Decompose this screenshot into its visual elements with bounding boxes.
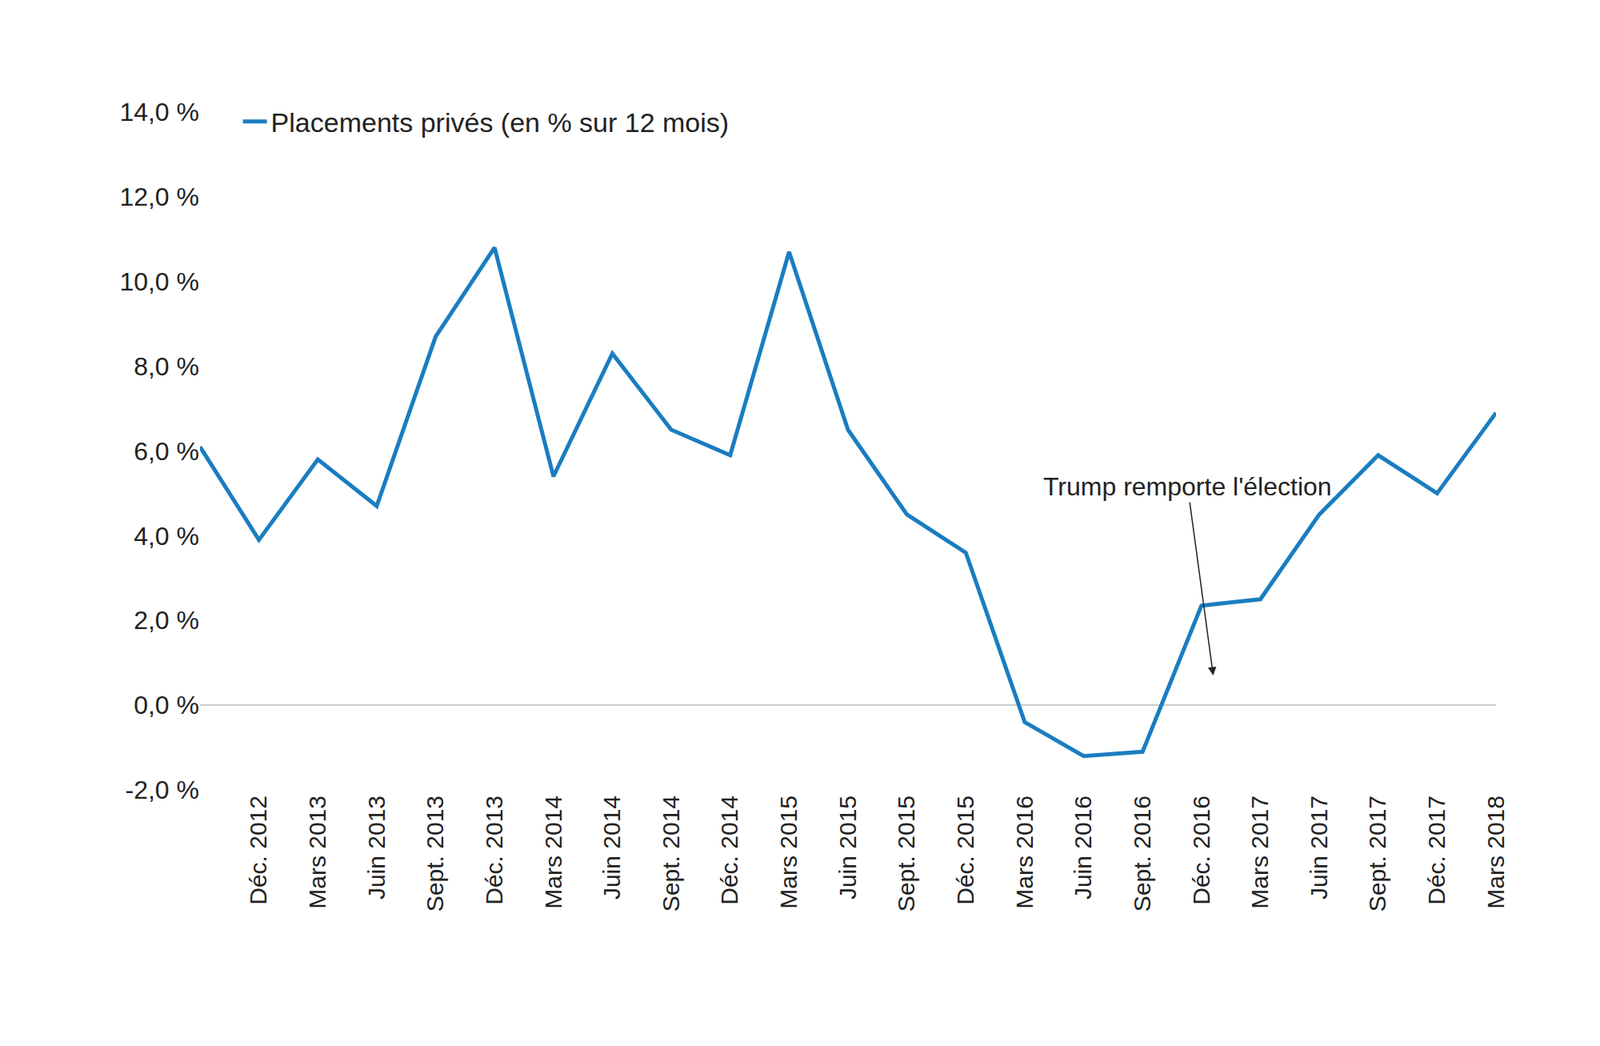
svg-text:Sept. 2014: Sept. 2014 [657, 795, 684, 912]
svg-text:Juin 2016: Juin 2016 [1069, 795, 1096, 900]
svg-text:Déc. 2015: Déc. 2015 [952, 795, 979, 905]
svg-text:Sept. 2016: Sept. 2016 [1128, 795, 1156, 912]
svg-text:4,0 %: 4,0 % [133, 521, 200, 551]
svg-text:0,0 %: 0,0 % [133, 690, 200, 720]
svg-text:Juin 2015: Juin 2015 [834, 795, 861, 900]
svg-text:Placements privés (en % sur 12: Placements privés (en % sur 12 mois) [271, 107, 730, 138]
svg-text:Sept. 2013: Sept. 2013 [421, 795, 448, 912]
svg-text:Juin 2013: Juin 2013 [363, 795, 390, 900]
svg-text:12,0 %: 12,0 % [119, 182, 200, 212]
svg-text:Mars 2016: Mars 2016 [1011, 795, 1038, 909]
svg-text:Mars 2014: Mars 2014 [540, 795, 567, 909]
svg-text:Juin 2017: Juin 2017 [1305, 795, 1332, 900]
svg-text:Déc. 2014: Déc. 2014 [716, 795, 743, 905]
svg-text:Juin 2014: Juin 2014 [598, 795, 625, 900]
svg-text:-2,0 %: -2,0 % [125, 775, 200, 804]
svg-text:Déc. 2017: Déc. 2017 [1423, 795, 1450, 905]
svg-text:Trump remporte l'élection: Trump remporte l'élection [1043, 472, 1332, 501]
svg-text:14,0 %: 14,0 % [119, 97, 200, 127]
svg-text:8,0 %: 8,0 % [133, 352, 200, 381]
svg-text:Mars 2013: Mars 2013 [304, 795, 331, 909]
svg-text:Sept. 2017: Sept. 2017 [1364, 795, 1391, 912]
svg-text:Déc. 2013: Déc. 2013 [480, 795, 508, 905]
svg-text:10,0 %: 10,0 % [119, 267, 200, 296]
svg-text:Mars 2017: Mars 2017 [1246, 795, 1273, 909]
svg-text:Déc. 2012: Déc. 2012 [244, 795, 272, 905]
svg-text:2,0 %: 2,0 % [133, 605, 200, 635]
svg-text:Déc. 2016: Déc. 2016 [1188, 795, 1215, 905]
svg-text:Mars 2015: Mars 2015 [775, 795, 802, 909]
svg-text:Mars 2018: Mars 2018 [1482, 795, 1509, 909]
svg-text:6,0 %: 6,0 % [133, 436, 200, 466]
svg-text:Sept. 2015: Sept. 2015 [892, 795, 920, 912]
